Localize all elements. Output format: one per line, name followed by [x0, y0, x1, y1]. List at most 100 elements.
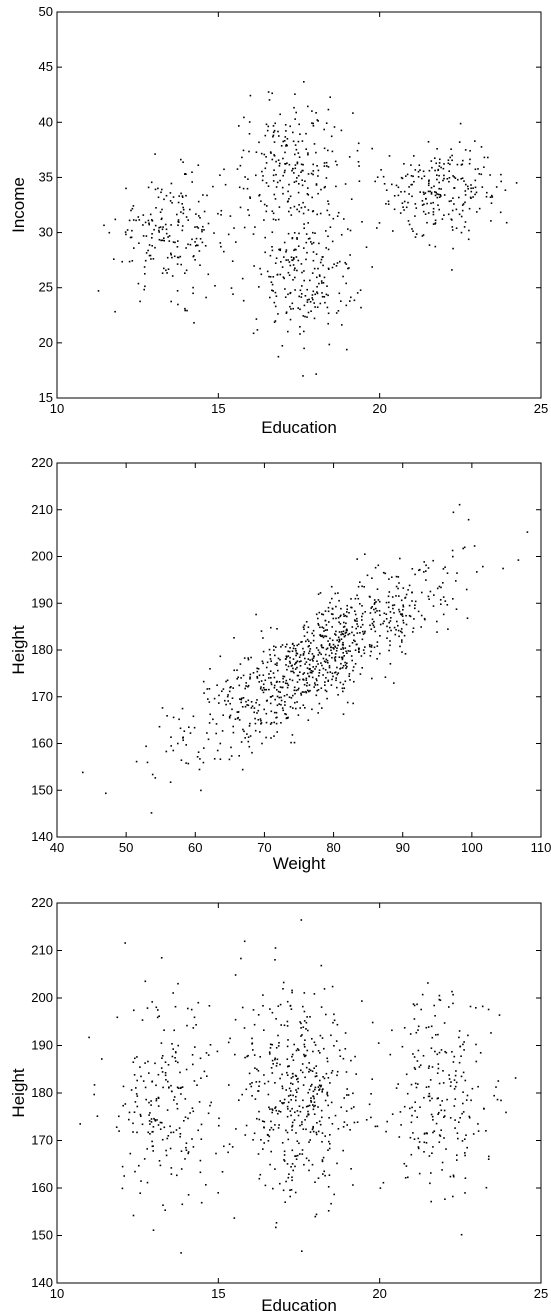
x-tick-label: 15	[211, 401, 225, 416]
scatter-point	[185, 247, 187, 249]
scatter-point	[304, 206, 306, 208]
scatter-point	[315, 112, 317, 114]
scatter-point	[400, 630, 402, 633]
scatter-point	[304, 1076, 306, 1079]
scatter-point	[288, 650, 291, 653]
scatter-point	[346, 604, 348, 607]
y-tick-label: 220	[31, 895, 53, 910]
scatter-point	[243, 226, 246, 229]
scatter-point	[326, 1093, 328, 1095]
scatter-point	[291, 169, 293, 172]
scatter-point	[291, 1083, 294, 1085]
scatter-point	[185, 194, 187, 197]
scatter-point	[257, 1014, 260, 1016]
scatter-point	[259, 1173, 262, 1176]
scatter-point	[353, 299, 356, 302]
scatter-point	[152, 258, 155, 260]
scatter-point	[465, 1099, 468, 1101]
scatter-point	[331, 266, 334, 269]
scatter-point	[314, 684, 317, 686]
scatter-point	[327, 1149, 329, 1151]
scatter-point	[401, 641, 403, 643]
scatter-point	[285, 145, 287, 147]
scatter-point	[344, 1032, 347, 1034]
scatter-point	[297, 674, 300, 677]
scatter-point	[314, 293, 316, 296]
scatter-point	[225, 703, 227, 706]
scatter-point	[444, 1198, 446, 1200]
scatter-point	[260, 680, 263, 682]
scatter-point	[414, 215, 416, 217]
scatter-point	[432, 201, 434, 204]
scatter-point	[288, 660, 291, 663]
scatter-point	[378, 222, 381, 224]
scatter-point	[328, 666, 331, 669]
scatter-point	[317, 1086, 320, 1088]
scatter-point	[254, 1098, 257, 1100]
scatter-point	[313, 143, 316, 145]
scatter-point	[311, 1128, 314, 1131]
scatter-point	[303, 1043, 306, 1046]
scatter-point	[422, 191, 425, 194]
scatter-point	[458, 1121, 460, 1123]
scatter-point	[410, 183, 412, 186]
scatter-point	[199, 1171, 202, 1174]
scatter-point	[208, 688, 211, 690]
scatter-point	[192, 292, 194, 295]
scatter-point	[434, 191, 436, 193]
scatter-point	[393, 612, 395, 614]
scatter-point	[130, 209, 132, 212]
scatter-point	[209, 668, 211, 670]
scatter-point	[408, 193, 410, 195]
scatter-point	[230, 686, 232, 688]
scatter-point	[162, 1204, 164, 1206]
scatter-point	[463, 1049, 465, 1051]
scatter-point	[434, 194, 437, 197]
scatter-point	[343, 1121, 346, 1123]
scatter-point	[312, 1130, 315, 1133]
scatter-point	[365, 1119, 368, 1121]
scatter-point	[258, 681, 260, 683]
x-tick-label: 25	[534, 1286, 548, 1301]
scatter-point	[149, 213, 152, 216]
scatter-point	[414, 203, 417, 205]
scatter-point	[258, 1177, 261, 1180]
scatter-point	[278, 1042, 280, 1044]
scatter-point	[276, 181, 279, 184]
scatter-point	[338, 621, 340, 623]
scatter-point	[263, 203, 266, 206]
scatter-point	[296, 269, 298, 272]
x-tick-label: 60	[188, 840, 202, 855]
scatter-point	[327, 1077, 330, 1079]
scatter-point	[238, 1099, 240, 1101]
scatter-point	[436, 148, 438, 150]
scatter-point	[450, 148, 452, 150]
scatter-point	[328, 665, 331, 667]
scatter-point	[400, 1124, 402, 1126]
scatter-point	[296, 1078, 298, 1081]
scatter-point	[443, 163, 445, 165]
scatter-point	[285, 1129, 287, 1132]
scatter-point	[455, 608, 458, 610]
scatter-point	[450, 1081, 452, 1083]
scatter-point	[393, 604, 396, 606]
y-tick-label: 210	[31, 943, 53, 958]
scatter-point	[455, 208, 458, 211]
scatter-point	[96, 1115, 99, 1117]
scatter-point	[467, 238, 470, 241]
scatter-point	[305, 640, 307, 643]
scatter-point	[278, 1124, 280, 1126]
scatter-point	[275, 716, 277, 719]
scatter-point	[248, 725, 251, 727]
scatter-point	[179, 727, 182, 730]
scatter-point	[182, 739, 184, 741]
scatter-point	[252, 672, 255, 674]
scatter-point	[332, 643, 335, 646]
scatter-point	[436, 1072, 439, 1074]
scatter-point	[238, 719, 241, 721]
scatter-point	[428, 1065, 430, 1067]
scatter-point	[334, 671, 336, 674]
scatter-point	[330, 613, 333, 615]
scatter-point	[398, 595, 400, 597]
scatter-point	[437, 204, 439, 206]
